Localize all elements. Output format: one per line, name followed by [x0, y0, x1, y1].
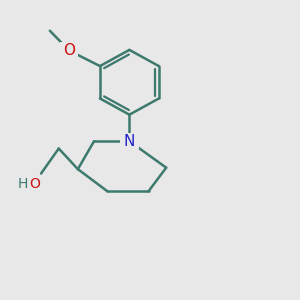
FancyBboxPatch shape	[18, 176, 43, 192]
Text: O: O	[63, 43, 75, 58]
Text: N: N	[124, 134, 135, 149]
Text: O: O	[29, 177, 40, 191]
FancyBboxPatch shape	[60, 42, 78, 58]
FancyBboxPatch shape	[120, 133, 139, 149]
Text: H: H	[17, 177, 28, 191]
